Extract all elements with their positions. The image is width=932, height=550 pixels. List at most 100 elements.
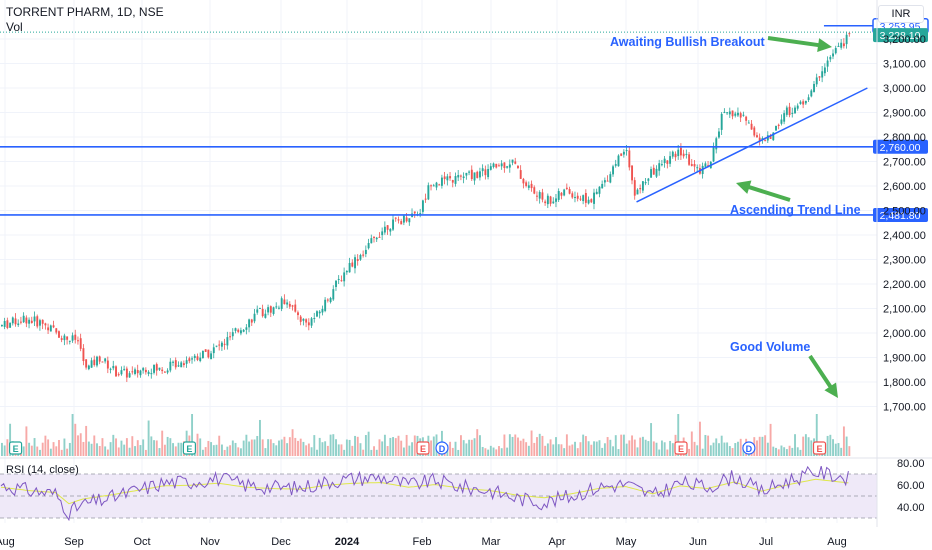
- volume-bar: [117, 447, 120, 456]
- volume-bar: [758, 436, 761, 456]
- candle-body: [712, 147, 715, 162]
- candle-body: [660, 164, 663, 166]
- candle-body: [71, 335, 74, 341]
- candle-body: [378, 236, 381, 238]
- candle-body: [185, 360, 188, 364]
- candle-body: [511, 159, 514, 163]
- volume-bar: [845, 436, 848, 456]
- volume-bar: [408, 445, 411, 456]
- volume-bar: [169, 438, 172, 456]
- candle-body: [147, 371, 150, 374]
- candle-body: [364, 249, 367, 255]
- candle-body: [644, 182, 647, 184]
- support-price-label: 2,481.80: [880, 210, 921, 222]
- volume-bar: [288, 437, 291, 456]
- candle-body: [302, 318, 305, 321]
- candle-body: [438, 184, 441, 186]
- candle-body: [218, 344, 221, 346]
- candle-body: [530, 183, 533, 189]
- volume-bar: [644, 439, 647, 456]
- candle-body: [41, 319, 44, 324]
- candle-body: [620, 153, 623, 156]
- volume-bar: [259, 419, 261, 456]
- candle-body: [693, 164, 696, 167]
- volume-bar: [120, 440, 123, 456]
- candle-body: [533, 187, 536, 194]
- candle-body: [517, 165, 519, 169]
- candle-body: [842, 43, 845, 47]
- candle-body: [848, 33, 851, 35]
- volume-bar: [506, 447, 509, 456]
- support-price-tag: [873, 207, 928, 222]
- candle-body: [226, 337, 229, 346]
- candle-body: [402, 215, 405, 223]
- candle-body: [726, 112, 729, 114]
- candle-body: [582, 195, 585, 202]
- candle-body: [647, 178, 650, 181]
- volume-bar: [666, 449, 669, 456]
- candle-body: [139, 370, 142, 376]
- candle-body: [508, 164, 511, 168]
- candle-body: [772, 132, 775, 141]
- volume-bar: [571, 444, 574, 456]
- price-tick-label: 2,900.00: [883, 108, 926, 120]
- candle-body: [278, 307, 280, 309]
- candle-body: [25, 317, 28, 324]
- price-tick-label: 2,500.00: [883, 206, 926, 218]
- candle-body: [413, 211, 416, 214]
- volume-bar: [514, 434, 517, 456]
- volume-bar: [212, 445, 215, 456]
- time-tick-label: Nov: [200, 536, 220, 548]
- volume-bar: [536, 437, 538, 456]
- candle-body: [715, 138, 718, 150]
- volume-bar: [582, 434, 585, 456]
- candle-body: [538, 192, 541, 199]
- candle-body: [568, 189, 571, 194]
- candle-body: [506, 166, 509, 168]
- volume-bar: [696, 445, 699, 456]
- candle-body: [77, 340, 79, 342]
- candle-body: [783, 113, 786, 122]
- candle-body: [52, 325, 55, 328]
- candle-body: [85, 359, 88, 368]
- candle-body: [307, 322, 310, 326]
- price-tick-label: 3,100.00: [883, 59, 926, 71]
- volume-bar: [454, 441, 457, 456]
- candle-body: [503, 162, 506, 169]
- candle-body: [297, 312, 299, 316]
- candle-body: [58, 331, 60, 338]
- candle-body: [470, 169, 473, 180]
- candle-body: [832, 53, 834, 57]
- volume-bar: [28, 442, 31, 456]
- candle-body: [106, 360, 109, 369]
- volume-bar: [788, 445, 791, 456]
- candle-body: [109, 368, 112, 370]
- candle-body: [267, 307, 270, 313]
- candle-body: [291, 305, 294, 307]
- candle-body: [367, 243, 370, 249]
- volume-bar: [799, 449, 802, 456]
- price-tick-label: 3,200.00: [883, 34, 926, 46]
- volume-bar: [112, 434, 115, 456]
- annotations: Awaiting Bullish Breakout Ascending Trend…: [610, 35, 861, 398]
- currency-selector[interactable]: INR: [878, 5, 924, 23]
- volume-bar: [650, 423, 653, 456]
- volume-bar: [294, 437, 297, 456]
- volume-bar: [766, 442, 769, 456]
- volume-bar: [584, 436, 587, 456]
- candle-body: [527, 185, 530, 188]
- candle-body: [652, 167, 655, 175]
- volume-bar: [525, 442, 528, 456]
- volume-bar: [785, 449, 788, 456]
- volume-bar: [139, 445, 142, 456]
- volume-bar: [693, 441, 696, 456]
- candle-body: [720, 113, 723, 130]
- volume-bar: [161, 430, 164, 456]
- candle-body: [259, 307, 261, 309]
- volume-bar: [373, 446, 375, 456]
- candle-body: [731, 110, 734, 117]
- volume-bar: [345, 439, 348, 456]
- price-tick-label: 2,400.00: [883, 230, 926, 242]
- candle-body: [758, 137, 761, 142]
